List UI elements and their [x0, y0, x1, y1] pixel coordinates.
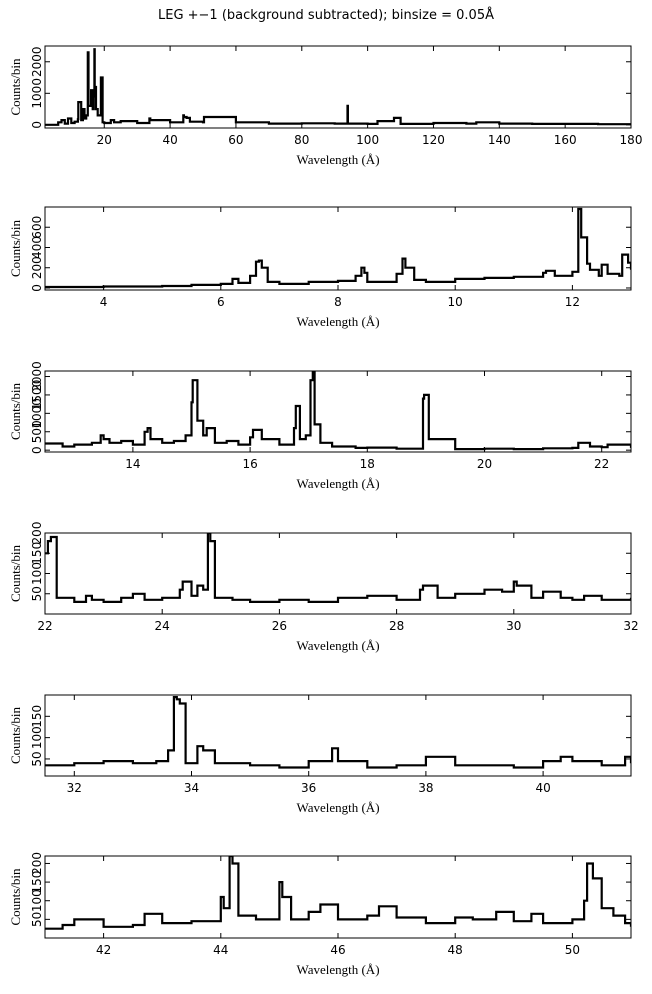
series-line — [45, 48, 631, 126]
x-tick-label: 180 — [620, 133, 643, 147]
x-tick-label: 40 — [162, 133, 177, 147]
series-line — [45, 207, 631, 289]
x-axis-label: Wavelength (Å) — [296, 152, 379, 167]
series-line — [45, 696, 631, 769]
x-tick-label: 160 — [554, 133, 577, 147]
y-tick-label: 50 — [30, 586, 44, 601]
x-tick-label: 22 — [594, 457, 609, 471]
y-tick-label: 100 — [30, 726, 44, 749]
x-tick-label: 40 — [535, 781, 550, 795]
y-axis-label: Counts/bin — [8, 706, 23, 764]
x-tick-label: 38 — [418, 781, 433, 795]
series-line — [45, 371, 631, 451]
y-tick-label: 100 — [30, 562, 44, 585]
y-axis-label: Counts/bin — [8, 544, 23, 602]
y-tick-label: 1500 — [30, 380, 44, 411]
x-tick-label: 8 — [334, 295, 342, 309]
x-tick-label: 14 — [125, 457, 140, 471]
x-tick-label: 30 — [506, 619, 521, 633]
x-tick-label: 32 — [67, 781, 82, 795]
y-tick-label: 150 — [30, 542, 44, 565]
y-axis-label: Counts/bin — [8, 382, 23, 440]
y-tick-label: 2000 — [30, 361, 44, 392]
y-tick-label: 50 — [30, 751, 44, 766]
y-tick-label: 200 — [30, 852, 44, 875]
x-axis-label: Wavelength (Å) — [296, 638, 379, 653]
x-tick-label: 24 — [155, 619, 170, 633]
y-tick-label: 400 — [30, 236, 44, 259]
y-tick-label: 0 — [30, 284, 44, 292]
x-axis-label: Wavelength (Å) — [296, 962, 379, 977]
y-axis-label: Counts/bin — [8, 58, 23, 116]
x-tick-label: 140 — [488, 133, 511, 147]
x-tick-label: 32 — [623, 619, 638, 633]
y-tick-label: 2000 — [30, 46, 44, 77]
x-axis-label: Wavelength (Å) — [296, 800, 379, 815]
y-axis-label: Counts/bin — [8, 219, 23, 277]
y-tick-label: 600 — [30, 216, 44, 239]
x-tick-label: 4 — [100, 295, 108, 309]
y-tick-label: 0 — [30, 121, 44, 129]
x-tick-label: 36 — [301, 781, 316, 795]
x-tick-label: 16 — [242, 457, 257, 471]
y-tick-label: 150 — [30, 871, 44, 894]
series-line — [45, 856, 631, 930]
y-tick-label: 500 — [30, 420, 44, 443]
chart-title: LEG +−1 (background subtracted); binsize… — [157, 8, 494, 23]
x-tick-label: 100 — [356, 133, 379, 147]
x-axis-label: Wavelength (Å) — [296, 476, 379, 491]
y-tick-label: 150 — [30, 705, 44, 728]
y-tick-label: 0 — [30, 446, 44, 454]
x-tick-label: 20 — [477, 457, 492, 471]
x-tick-label: 80 — [294, 133, 309, 147]
x-tick-label: 44 — [213, 943, 228, 957]
y-tick-label: 1000 — [30, 78, 44, 109]
plot-frame — [44, 370, 632, 453]
plot-frame — [44, 45, 632, 129]
x-tick-label: 48 — [448, 943, 463, 957]
x-tick-label: 46 — [330, 943, 345, 957]
x-tick-label: 34 — [184, 781, 199, 795]
x-tick-label: 6 — [217, 295, 225, 309]
y-tick-label: 1000 — [30, 398, 44, 429]
y-tick-label: 50 — [30, 912, 44, 927]
plot-frame — [44, 694, 632, 777]
x-tick-label: 60 — [228, 133, 243, 147]
x-tick-label: 28 — [389, 619, 404, 633]
x-tick-label: 42 — [96, 943, 111, 957]
x-axis-label: Wavelength (Å) — [296, 314, 379, 329]
x-tick-label: 10 — [448, 295, 463, 309]
y-axis-label: Counts/bin — [8, 868, 23, 926]
x-tick-label: 50 — [565, 943, 580, 957]
series-line — [45, 533, 631, 603]
y-tick-label: 100 — [30, 889, 44, 912]
x-tick-label: 26 — [272, 619, 287, 633]
x-tick-label: 20 — [97, 133, 112, 147]
x-tick-label: 18 — [360, 457, 375, 471]
x-tick-label: 22 — [37, 619, 52, 633]
y-tick-label: 200 — [30, 522, 44, 545]
y-tick-label: 200 — [30, 256, 44, 279]
x-tick-label: 12 — [565, 295, 580, 309]
x-tick-label: 120 — [422, 133, 445, 147]
